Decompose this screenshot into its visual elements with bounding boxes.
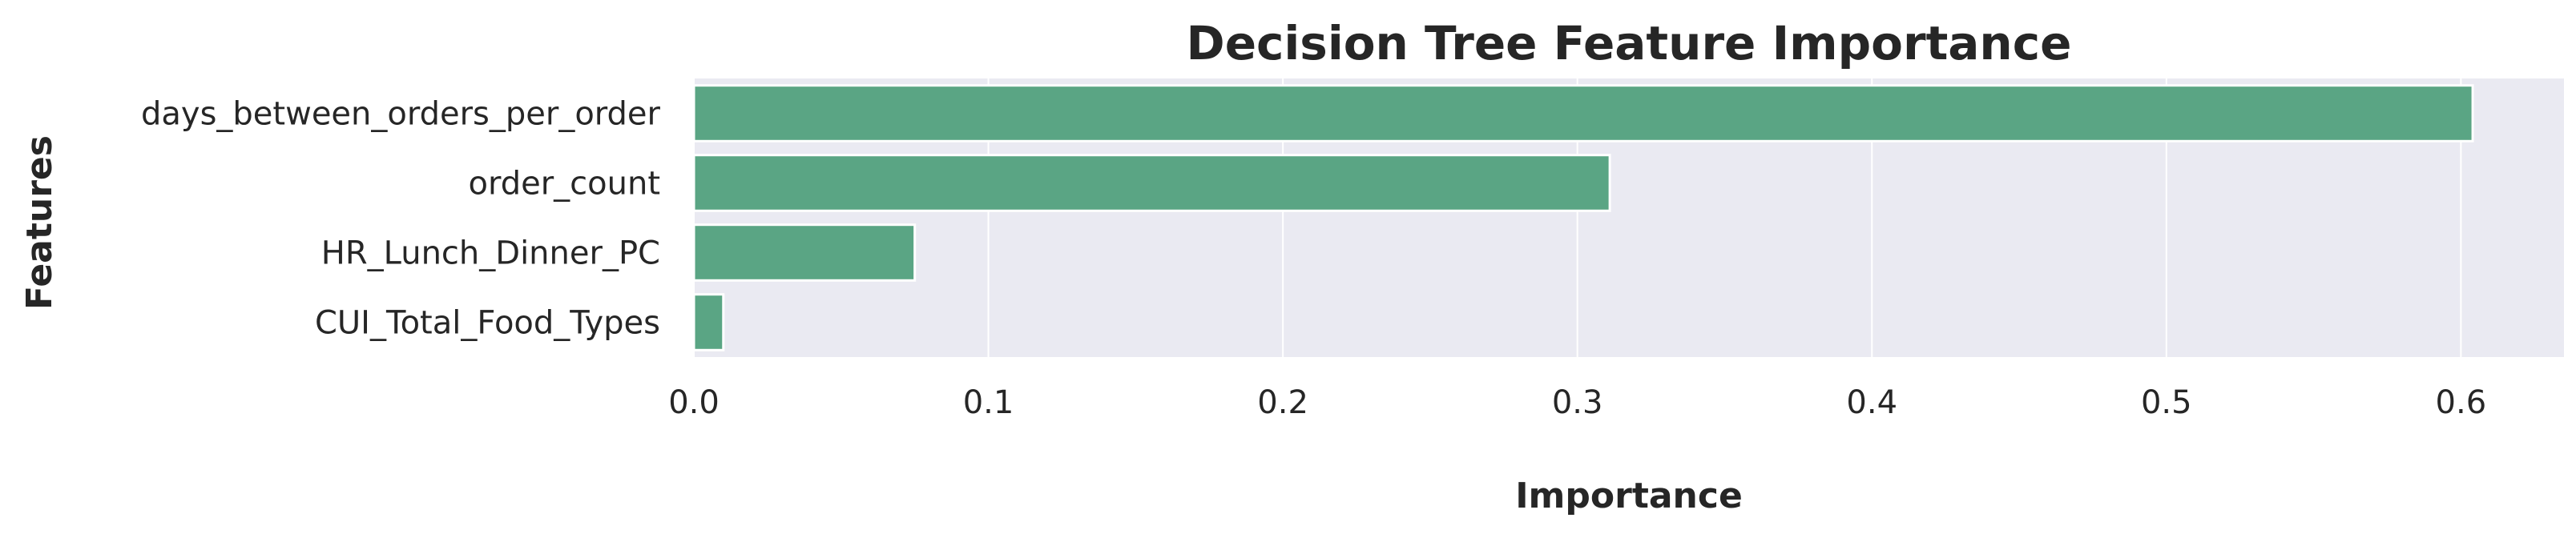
x-axis-label: Importance bbox=[1515, 476, 1743, 516]
x-tick-label: 0.6 bbox=[2436, 384, 2487, 421]
bars bbox=[692, 84, 2474, 351]
y-tick-label: order_count bbox=[468, 166, 660, 203]
chart-title: Decision Tree Feature Importance bbox=[1187, 16, 2072, 70]
x-tick-label: 0.4 bbox=[1846, 384, 1897, 421]
x-tick-labels: 0.0 0.1 0.2 0.3 0.4 0.5 0.6 bbox=[668, 384, 2486, 421]
bar bbox=[692, 223, 917, 282]
bar bbox=[692, 293, 725, 351]
x-tick-label: 0.1 bbox=[963, 384, 1014, 421]
y-axis-label: Features bbox=[19, 135, 60, 310]
y-tick-label: days_between_orders_per_order bbox=[141, 96, 661, 133]
y-tick-label: HR_Lunch_Dinner_PC bbox=[321, 235, 660, 272]
y-tick-label: CUI_Total_Food_Types bbox=[315, 305, 660, 342]
x-tick-label: 0.0 bbox=[668, 384, 720, 421]
x-tick-label: 0.5 bbox=[2141, 384, 2192, 421]
x-tick-label: 0.3 bbox=[1552, 384, 1603, 421]
bar bbox=[692, 84, 2474, 143]
x-tick-label: 0.2 bbox=[1257, 384, 1308, 421]
y-tick-labels: days_between_orders_per_order order_count… bbox=[141, 96, 661, 342]
bar bbox=[692, 154, 1611, 212]
